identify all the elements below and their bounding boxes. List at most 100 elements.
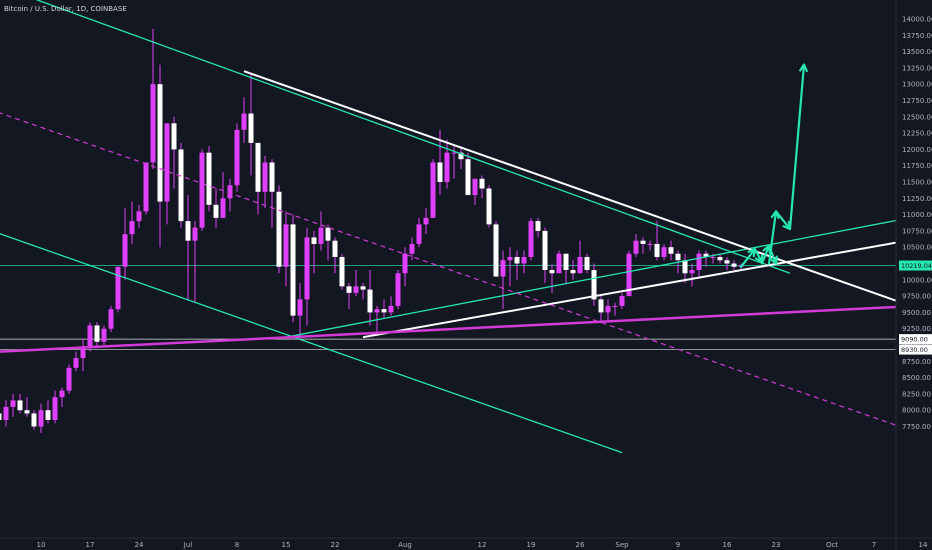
candle-body xyxy=(612,305,618,307)
candle-body xyxy=(339,256,345,287)
horizontal-levels xyxy=(0,265,896,350)
candle-body xyxy=(192,227,198,241)
candle-body xyxy=(17,400,23,411)
price-tick-label: 12500.00 xyxy=(902,113,932,121)
time-tick-label: Sep xyxy=(615,541,629,549)
price-tick-label: 11500.00 xyxy=(902,179,932,187)
time-tick-label: Aug xyxy=(398,541,412,549)
candle-body xyxy=(24,410,30,414)
price-tick-label: 12750.00 xyxy=(902,97,932,105)
price-tick-label: 13000.00 xyxy=(902,81,932,89)
candle-body xyxy=(185,221,191,241)
candle-body xyxy=(136,211,142,222)
price-tick-label: 8750.00 xyxy=(902,358,931,366)
time-tick-label: 8 xyxy=(235,541,239,549)
price-tick-label: 8000.00 xyxy=(902,407,931,415)
candle-body xyxy=(220,198,226,218)
trendline-magenta-support[interactable] xyxy=(0,303,932,354)
candle-body xyxy=(633,240,639,254)
time-tick-label: 19 xyxy=(527,541,536,549)
price-tick-label: 13250.00 xyxy=(902,64,932,72)
price-tag-label: 9090.00 xyxy=(901,336,928,344)
candle-body xyxy=(108,309,114,329)
candle-body xyxy=(479,178,485,189)
candle-body xyxy=(514,256,520,264)
price-tick-label: 11000.00 xyxy=(902,211,932,219)
candle-body xyxy=(409,243,415,254)
price-tick-label: 11750.00 xyxy=(902,162,932,170)
trendline-triangle-lower[interactable] xyxy=(362,234,932,339)
trendline-channel-rising[interactable] xyxy=(285,211,932,338)
candle-body xyxy=(486,188,492,225)
candle-body xyxy=(598,299,604,313)
candle-body xyxy=(521,256,527,264)
candle-body xyxy=(122,234,128,267)
trendline-triangle-upper[interactable] xyxy=(243,70,932,317)
candle-body xyxy=(437,162,443,182)
candle-body xyxy=(619,296,625,306)
time-tick-label: 16 xyxy=(723,541,732,549)
candle-body xyxy=(0,413,2,420)
price-tick-label: 9500.00 xyxy=(902,309,931,317)
candles xyxy=(0,28,744,434)
candle-body xyxy=(367,289,373,313)
projection-arrow-head[interactable] xyxy=(747,248,757,258)
price-tag-box xyxy=(899,260,932,271)
candle-body xyxy=(647,243,653,245)
candle-body xyxy=(276,191,282,267)
price-tag-label: 8930.00 xyxy=(901,346,928,354)
trendlines[interactable] xyxy=(0,0,932,454)
projection-arrow-head[interactable] xyxy=(769,255,778,265)
candle-body xyxy=(570,270,576,274)
candle-body xyxy=(129,221,135,235)
projection-arrow-path[interactable] xyxy=(788,63,806,231)
candle-body xyxy=(591,270,597,300)
candle-body xyxy=(374,309,380,313)
candle-body xyxy=(73,358,79,368)
candle-body xyxy=(668,247,674,254)
candle-body xyxy=(577,256,583,274)
candle-body xyxy=(472,178,478,196)
candle-body xyxy=(3,406,9,420)
candle-body xyxy=(318,227,324,244)
candle-body xyxy=(227,185,233,199)
candle-body xyxy=(388,305,394,313)
candle-body xyxy=(402,253,408,274)
time-tick-label: 14 xyxy=(919,541,928,549)
candle-body xyxy=(416,224,422,244)
price-tick-label: 10500.00 xyxy=(902,244,932,252)
projection-arrows[interactable] xyxy=(739,63,808,268)
symbol-title: Bitcoin / U.S. Dollar, 1D, COINBASE xyxy=(4,5,127,13)
candle-body xyxy=(696,253,702,271)
candle-body xyxy=(164,123,170,202)
candle-body xyxy=(563,253,569,271)
time-tick-label: 15 xyxy=(282,541,291,549)
candle-body xyxy=(199,152,205,228)
time-axis[interactable]: 10 17 24 Jul 8 15 22 Aug 12 19 26 Sep 9 16 23 Oct 7 14 xyxy=(37,541,928,549)
price-tag-box xyxy=(899,334,932,345)
candle-body xyxy=(346,286,352,293)
candle-body xyxy=(556,253,562,274)
time-tick-label: Oct xyxy=(826,541,838,549)
candle-body xyxy=(360,286,366,290)
candle-body xyxy=(248,113,254,143)
price-tick-label: 8250.00 xyxy=(902,390,931,398)
trendline-dashed-channel[interactable] xyxy=(0,101,910,431)
projection-arrow-head[interactable] xyxy=(762,244,771,254)
candle-body xyxy=(549,270,555,274)
trendline-channel-upper[interactable] xyxy=(0,0,791,274)
candle-body xyxy=(206,152,212,205)
projection-arrow-head[interactable] xyxy=(799,63,808,73)
candle-body xyxy=(150,84,156,163)
projection-arrow-head[interactable] xyxy=(770,210,780,219)
candle-body xyxy=(458,152,464,160)
candle-body xyxy=(353,286,359,293)
price-axis-panel[interactable] xyxy=(896,0,932,550)
candle-body xyxy=(66,367,72,391)
candle-body xyxy=(626,253,632,297)
candle-body xyxy=(255,142,261,192)
time-tick-label: 23 xyxy=(772,541,781,549)
price-tick-label: 8500.00 xyxy=(902,374,931,382)
price-tick-label: 9250.00 xyxy=(902,325,931,333)
